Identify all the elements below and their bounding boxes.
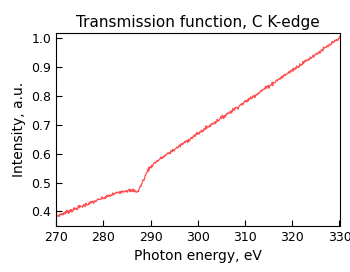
Y-axis label: Intensity, a.u.: Intensity, a.u. [12,82,26,177]
Title: Transmission function, C K-edge: Transmission function, C K-edge [76,15,320,30]
X-axis label: Photon energy, eV: Photon energy, eV [134,249,262,263]
